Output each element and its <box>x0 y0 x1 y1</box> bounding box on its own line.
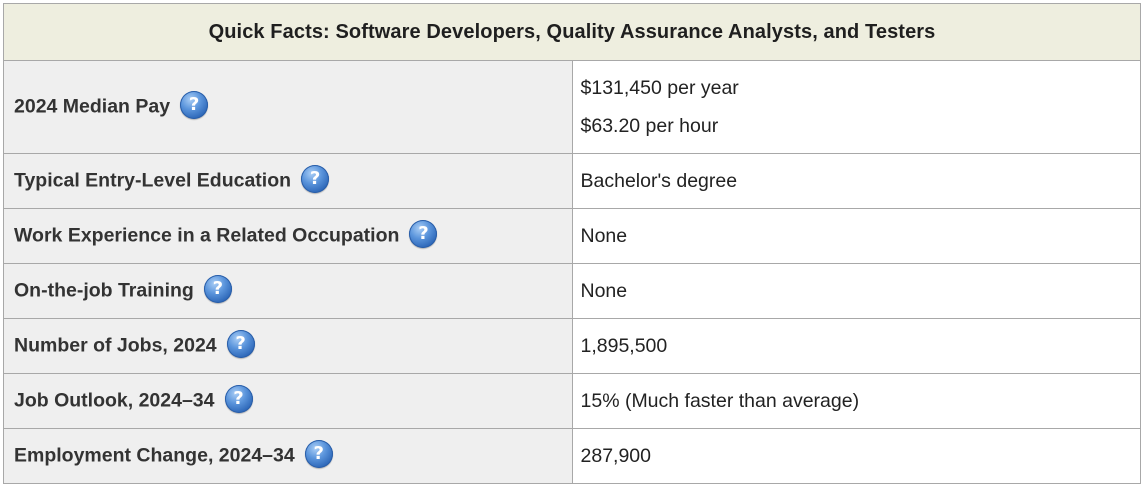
help-question-icon[interactable]: ? <box>203 275 232 303</box>
quick-facts-table: Quick Facts: Software Developers, Qualit… <box>3 3 1141 484</box>
row-value: 15% (Much faster than average) <box>580 389 860 412</box>
row-value: 1,895,500 <box>580 334 668 357</box>
row-value-cell: 287,900 <box>571 428 1141 484</box>
help-question-icon[interactable]: ? <box>301 165 330 193</box>
row-value-cell: $131,450 per year $63.20 per hour <box>571 60 1141 154</box>
row-label: Job Outlook, 2024–34 <box>14 389 215 412</box>
row-value: 287,900 <box>580 444 652 467</box>
help-question-icon[interactable]: ? <box>409 220 438 248</box>
row-value-cell: Bachelor's degree <box>571 153 1141 209</box>
help-question-icon[interactable]: ? <box>226 330 255 358</box>
table-row-job-training: On-the-job Training? None <box>3 263 1141 319</box>
row-value-hourly: $63.20 per hour <box>580 115 719 137</box>
help-question-icon[interactable]: ? <box>224 385 253 413</box>
row-label: Number of Jobs, 2024 <box>14 334 217 357</box>
row-label: Employment Change, 2024–34 <box>14 444 295 467</box>
table-row-job-outlook: Job Outlook, 2024–34? 15% (Much faster t… <box>3 373 1141 429</box>
row-label: Work Experience in a Related Occupation <box>14 224 400 247</box>
row-value: Bachelor's degree <box>580 169 738 192</box>
row-label-cell: Typical Entry-Level Education? <box>3 153 573 209</box>
row-value-cell: None <box>571 208 1141 264</box>
row-label: Typical Entry-Level Education <box>14 169 292 192</box>
table-row-number-of-jobs: Number of Jobs, 2024? 1,895,500 <box>3 318 1141 374</box>
row-label: On-the-job Training <box>14 279 194 302</box>
table-caption: Quick Facts: Software Developers, Qualit… <box>3 3 1141 61</box>
help-question-icon[interactable]: ? <box>180 91 209 119</box>
table-row-median-pay: 2024 Median Pay? $131,450 per year $63.2… <box>3 60 1141 154</box>
row-label-cell: Employment Change, 2024–34? <box>3 428 573 484</box>
row-value-cell: None <box>571 263 1141 319</box>
row-label: 2024 Median Pay <box>14 95 171 118</box>
row-value-cell: 1,895,500 <box>571 318 1141 374</box>
row-label-cell: 2024 Median Pay? <box>3 60 573 154</box>
row-value-cell: 15% (Much faster than average) <box>571 373 1141 429</box>
table-row-entry-education: Typical Entry-Level Education? Bachelor'… <box>3 153 1141 209</box>
row-label-cell: Number of Jobs, 2024? <box>3 318 573 374</box>
row-label-cell: On-the-job Training? <box>3 263 573 319</box>
row-label-cell: Work Experience in a Related Occupation? <box>3 208 573 264</box>
row-value-annual: $131,450 per year <box>580 77 739 99</box>
table-row-work-experience: Work Experience in a Related Occupation?… <box>3 208 1141 264</box>
table-row-employment-change: Employment Change, 2024–34? 287,900 <box>3 428 1141 484</box>
row-value: None <box>580 279 628 302</box>
caption-row: Quick Facts: Software Developers, Qualit… <box>3 3 1141 61</box>
row-label-cell: Job Outlook, 2024–34? <box>3 373 573 429</box>
row-value: None <box>580 224 628 247</box>
help-question-icon[interactable]: ? <box>304 440 333 468</box>
